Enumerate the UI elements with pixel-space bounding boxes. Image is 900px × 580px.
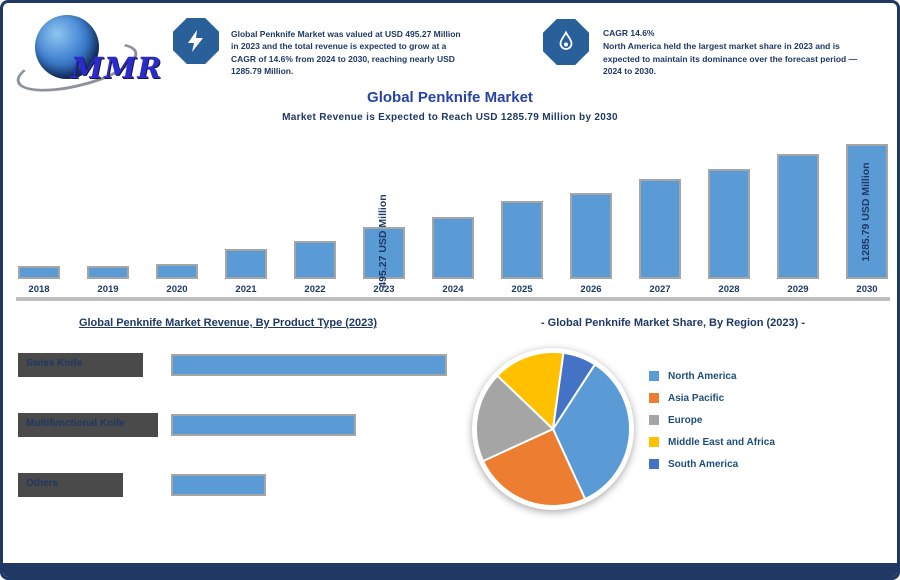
mmr-logo: MMR (12, 11, 173, 102)
stat2-detail: North America held the largest market sh… (603, 41, 858, 76)
legend-item-middle-east-and-africa: Middle East and Africa (649, 436, 775, 448)
stat1-text: Global Penknife Market was valued at USD… (231, 29, 461, 76)
pie-slice-asia-pacific (481, 427, 587, 507)
value-label-2030: 1285.79 USD Million (860, 161, 872, 262)
product-bar (171, 354, 447, 376)
legend-swatch (649, 371, 659, 381)
pie-slice-north-america (551, 363, 631, 501)
region-pie-chart: North America Asia Pacific Europe Middle Ea… (461, 345, 871, 520)
legend-swatch (649, 415, 659, 425)
infographic-title: Global Penknife Market (367, 89, 533, 106)
revenue-bar-2020 (156, 264, 198, 279)
product-bar-chart: Swiss Knife Multifunctional Knife Others (18, 353, 458, 533)
pie-slice-south-america (552, 351, 597, 430)
product-bar (171, 474, 266, 496)
globe-icon (35, 15, 99, 79)
axis-baseline (16, 297, 890, 301)
bar-group (18, 141, 888, 279)
product-row: Swiss Knife (18, 353, 458, 377)
year-label-2020: 2020 (166, 284, 188, 295)
year-label-2024: 2024 (442, 284, 464, 295)
year-label-2029: 2029 (787, 284, 809, 295)
legend-swatch (649, 393, 659, 403)
region-share-chart-title: - Global Penknife Market Share, By Regio… (540, 317, 806, 329)
revenue-bar-2028 (708, 169, 750, 279)
revenue-bar-2024 (432, 217, 474, 279)
pie-slice-europe (475, 374, 555, 463)
year-label-2023: 2023 (373, 284, 395, 295)
year-label-2027: 2027 (649, 284, 671, 295)
revenue-bar-2027 (639, 179, 681, 279)
product-label: Others (18, 473, 123, 497)
product-type-chart-title: Global Penknife Market Revenue, By Produ… (78, 317, 378, 329)
value-label-2023: 495.27 USD Million (377, 194, 389, 288)
product-row: Others (18, 473, 458, 497)
revenue-bar-2026 (570, 193, 612, 279)
pie-legend: North America Asia Pacific Europe Middle Ea… (649, 371, 775, 481)
stat2-cagr: CAGR 14.6% (603, 28, 655, 38)
product-label: Multifunctional Knife (18, 413, 158, 437)
infographic-subtitle: Market Revenue is Expected to Reach USD … (282, 112, 618, 123)
legend-item-south-america: South America (649, 458, 775, 470)
legend-label: Asia Pacific (668, 392, 725, 404)
logo-text: MMR (71, 51, 163, 85)
legend-swatch (649, 459, 659, 469)
year-label-2028: 2028 (718, 284, 740, 295)
legend-item-europe: Europe (649, 414, 775, 426)
flame-badge (543, 19, 589, 65)
revenue-bar-2022 (294, 241, 336, 279)
footer-band (3, 563, 897, 577)
revenue-bar-2018 (18, 266, 60, 279)
revenue-bar-2021 (225, 249, 267, 279)
product-row: Multifunctional Knife (18, 413, 458, 437)
legend-swatch (649, 437, 659, 447)
revenue-bar-2025 (501, 201, 543, 279)
year-label-2021: 2021 (235, 284, 257, 295)
year-label-2018: 2018 (28, 284, 50, 295)
revenue-bar-2030 (846, 144, 888, 279)
lightning-badge (173, 18, 219, 64)
legend-label: North America (668, 370, 737, 382)
lightning-icon (188, 30, 203, 52)
revenue-bar-chart: 2018 2019 2020 2021 2022 2023 2024 2025 2026 2027… (16, 141, 890, 301)
year-label-2026: 2026 (580, 284, 602, 295)
product-label: Swiss Knife (18, 353, 143, 377)
pie-slice-middle-east-and-africa (495, 351, 565, 432)
year-label-2022: 2022 (304, 284, 326, 295)
legend-label: Middle East and Africa (668, 436, 775, 448)
legend-item-asia-pacific: Asia Pacific (649, 392, 775, 404)
legend-item-north-america: North America (649, 370, 775, 382)
product-bar (171, 414, 356, 436)
pie-icon (472, 348, 634, 510)
year-label-2019: 2019 (97, 284, 119, 295)
legend-label: South America (668, 458, 739, 470)
legend-label: Europe (668, 414, 703, 426)
revenue-bar-2029 (777, 154, 819, 279)
revenue-bar-2023 (363, 227, 405, 279)
year-axis: 2018 2019 2020 2021 2022 2023 2024 2025 2026 2027… (18, 284, 888, 295)
flame-icon (559, 30, 573, 50)
stat2-text: CAGR 14.6% North America held the larges… (603, 27, 867, 77)
year-label-2025: 2025 (511, 284, 533, 295)
revenue-bar-2019 (87, 266, 129, 279)
year-label-2030: 2030 (856, 284, 878, 295)
